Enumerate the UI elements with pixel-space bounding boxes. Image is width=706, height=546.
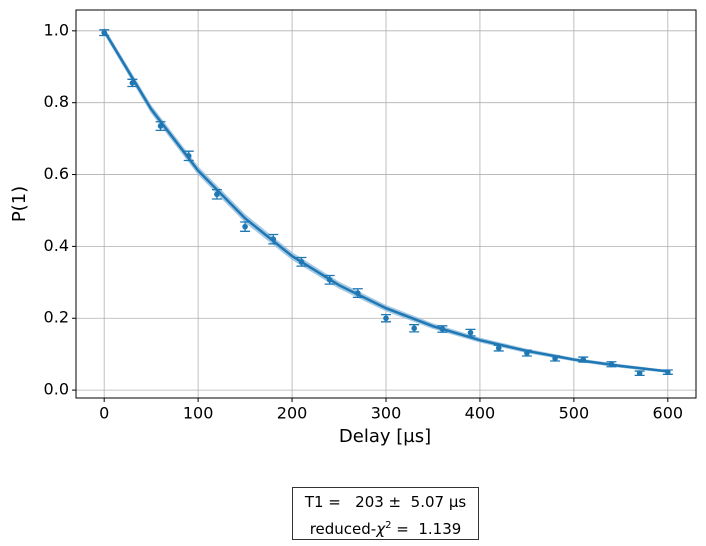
data-point [101,29,107,36]
data-point [495,345,502,351]
x-tick-label: 600 [653,404,684,423]
chi-sup: 2 [385,520,392,531]
y-tick-label: 1.0 [44,20,69,39]
chi-value: = 1.139 [391,520,462,538]
data-point [467,329,474,336]
data-point [157,123,164,129]
y-tick-label: 0.2 [44,308,69,327]
data-point [636,370,643,377]
x-tick-label: 400 [465,404,496,423]
data-point [298,259,305,265]
t1-text: T1 = 203 ± 5.07 µs [304,493,467,511]
data-point [270,236,277,243]
chi-symbol: χ [376,520,386,538]
data-point [411,325,417,332]
data-point [608,361,615,368]
data-point [214,191,220,198]
x-tick-label: 0 [99,404,109,423]
fit-line [103,30,668,373]
data-point [129,80,136,86]
data-point [439,326,446,332]
plot-frame [75,9,697,399]
data-point [383,315,389,322]
data-point [524,350,530,356]
x-tick-label: 100 [183,404,214,423]
y-tick-label: 0.0 [44,380,69,399]
data-point [242,223,248,230]
y-tick-label: 0.6 [44,164,69,183]
data-point [580,356,587,363]
data-point [185,153,192,159]
y-axis-label: P(1) [9,186,30,222]
y-tick-label: 0.8 [44,92,69,111]
x-tick-label: 500 [559,404,590,423]
data-point [552,355,558,362]
fit-summary: T1 = 203 ± 5.07 µs reduced-χ2 = 1.139 [292,487,479,540]
x-tick-label: 200 [277,404,308,423]
data-point [355,290,361,296]
x-axis-label: Delay [µs] [339,426,431,447]
data-point [665,369,671,375]
x-tick-label: 300 [371,404,402,423]
chi-prefix: reduced- [309,520,377,538]
y-tick-label: 0.4 [44,236,69,255]
data-point [326,277,333,283]
